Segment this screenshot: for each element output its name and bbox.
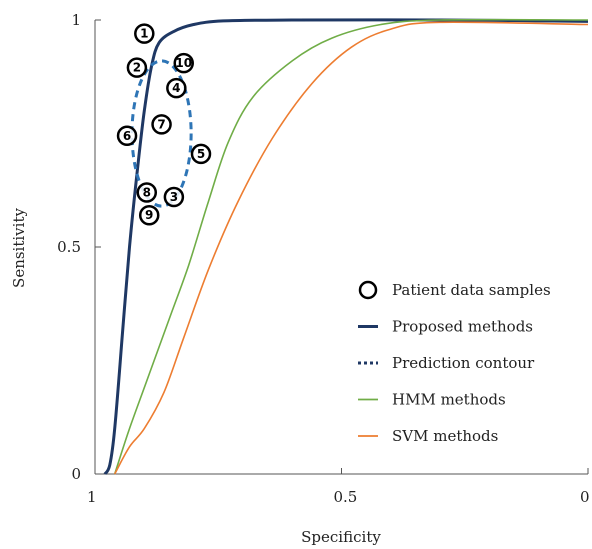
sample-marker <box>151 114 172 135</box>
legend-label: HMM methods <box>392 391 506 409</box>
patient-samples: 1 2 4 10 6 7 5 8 3 9 <box>116 23 212 226</box>
sample-label: 6 <box>123 129 131 143</box>
x-tick-label: 0 <box>580 488 590 506</box>
x-tick-label: 1 <box>87 488 97 506</box>
y-tick-label: 1 <box>71 11 81 29</box>
sample-marker <box>116 125 138 147</box>
legend: Patient data samples Proposed methods Pred… <box>358 280 551 445</box>
legend-label: Prediction contour <box>392 354 535 372</box>
sample-label: 9 <box>145 208 153 222</box>
y-tick-label: 0.5 <box>57 238 81 256</box>
x-tick-label: 0.5 <box>334 488 358 506</box>
axes: 1 0.5 0 0 0.5 1 <box>57 11 589 506</box>
sample-label: 3 <box>170 190 178 204</box>
sample-marker <box>134 23 155 44</box>
sample-marker <box>126 57 148 78</box>
sample-marker <box>166 77 187 99</box>
legend-label: SVM methods <box>392 427 498 445</box>
sample-marker <box>136 182 158 203</box>
prediction-contour-ellipse <box>130 59 193 208</box>
hmm-methods-curve <box>113 18 589 475</box>
legend-label: Proposed methods <box>392 318 533 336</box>
sample-marker <box>163 186 185 208</box>
sample-marker <box>173 52 194 74</box>
curves <box>103 18 589 475</box>
sample-label: 5 <box>197 147 205 161</box>
y-tick-label: 0 <box>71 465 81 483</box>
sample-label: 2 <box>133 61 141 75</box>
sample-label: 10 <box>175 56 192 70</box>
prediction-contour <box>130 59 193 208</box>
svm-methods-curve <box>114 21 589 475</box>
sample-label: 7 <box>157 117 165 131</box>
x-axis-label: Specificity <box>301 528 381 546</box>
proposed-methods-curve <box>103 18 589 475</box>
legend-symbol <box>358 280 378 300</box>
sample-marker <box>190 143 212 165</box>
legend-label: Patient data samples <box>392 281 551 299</box>
sample-marker <box>138 204 160 226</box>
sample-label: 4 <box>172 81 180 95</box>
y-axis-label: Sensitivity <box>10 208 28 288</box>
sample-label: 1 <box>140 27 148 41</box>
sample-label: 8 <box>143 186 151 200</box>
